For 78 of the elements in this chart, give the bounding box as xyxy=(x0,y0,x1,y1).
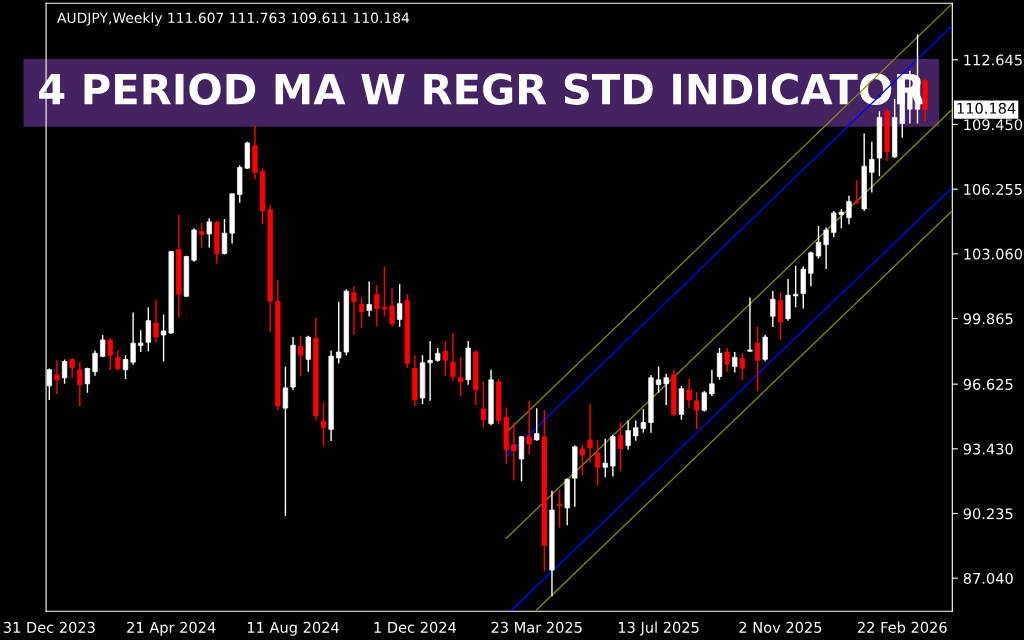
candlestick xyxy=(724,347,730,373)
candlestick xyxy=(846,195,852,225)
candlestick xyxy=(457,356,464,397)
candlestick xyxy=(869,140,875,194)
candlestick xyxy=(206,217,212,249)
candlestick xyxy=(556,488,563,529)
candlestick xyxy=(511,421,517,482)
x-tick-label: 1 Dec 2024 xyxy=(374,621,457,633)
y-tick-label: 99.865 xyxy=(963,313,1013,325)
candlestick xyxy=(130,311,136,366)
candlestick xyxy=(534,407,540,442)
candlestick xyxy=(823,226,829,270)
candlestick xyxy=(747,296,753,353)
y-tick-label: 103.060 xyxy=(964,248,1023,260)
candlestick xyxy=(282,365,289,517)
y-tick-label: 96.625 xyxy=(963,378,1013,390)
x-tick-label: 23 Mar 2025 xyxy=(491,621,582,633)
candlestick xyxy=(442,340,448,377)
x-tick-label: 2 Nov 2025 xyxy=(739,621,822,633)
x-tick-label: 31 Dec 2023 xyxy=(3,621,95,633)
candlestick xyxy=(785,278,791,322)
y-tick-label: 109.450 xyxy=(964,119,1023,131)
candlestick xyxy=(617,421,624,472)
candlestick xyxy=(397,283,403,328)
candlestick xyxy=(221,218,228,256)
candlestick xyxy=(587,403,593,464)
candlestick xyxy=(808,250,814,287)
candlestick xyxy=(526,400,532,455)
candlestick xyxy=(358,296,365,329)
annotation: AUDJPY,Weekly 111.607 111.763 109.611 110.184 xyxy=(57,12,410,26)
y-tick-label: 93.430 xyxy=(963,443,1013,455)
candlestick xyxy=(579,444,586,477)
candlestick xyxy=(716,347,723,381)
text: 110.184 xyxy=(957,102,1016,114)
candlestick xyxy=(115,349,121,372)
candlestick xyxy=(625,419,631,451)
candlestick xyxy=(84,366,91,394)
candlestick xyxy=(61,358,68,385)
candlestick xyxy=(427,340,433,402)
candlestick xyxy=(92,349,98,377)
candlestick xyxy=(770,290,776,328)
candlestick xyxy=(518,435,525,483)
y-tick-label: 106.255 xyxy=(964,183,1022,195)
candlestick xyxy=(701,390,707,413)
candlestick xyxy=(694,391,700,431)
candlestick xyxy=(450,332,456,382)
x-tick-label: 13 Jul 2025 xyxy=(618,621,699,636)
x-tick-label: 22 Feb 2026 xyxy=(857,621,947,633)
candlestick xyxy=(777,291,784,341)
candlestick xyxy=(389,287,395,328)
candlestick xyxy=(762,334,768,363)
candlestick xyxy=(595,439,601,487)
candlestick xyxy=(122,354,129,380)
candlestick xyxy=(709,368,715,397)
candlestick xyxy=(602,438,608,479)
x-tick-label: 21 Apr 2024 xyxy=(127,621,216,636)
candlestick xyxy=(732,351,738,374)
candlestick xyxy=(366,280,372,318)
candlestick xyxy=(107,337,113,371)
candlestick xyxy=(69,357,75,379)
candlestick xyxy=(199,222,205,249)
candlestick xyxy=(77,360,83,408)
x-tick-label: 11 Aug 2024 xyxy=(247,621,339,636)
candlestick xyxy=(480,381,487,429)
y-tick-label: 112.645 xyxy=(964,54,1022,66)
candlestick xyxy=(54,359,60,395)
candlestick xyxy=(305,335,311,373)
candlestick xyxy=(351,285,357,336)
candlestick xyxy=(815,225,822,260)
y-tick-label: 87.040 xyxy=(963,572,1013,584)
candlestick xyxy=(153,298,159,344)
candlestick xyxy=(320,401,327,447)
candlestick xyxy=(298,335,304,378)
y-tick-label: 90.235 xyxy=(963,508,1013,520)
candlestick xyxy=(793,265,799,308)
candlestick xyxy=(754,326,761,392)
candlestick xyxy=(739,352,745,381)
candlestick xyxy=(686,378,692,409)
